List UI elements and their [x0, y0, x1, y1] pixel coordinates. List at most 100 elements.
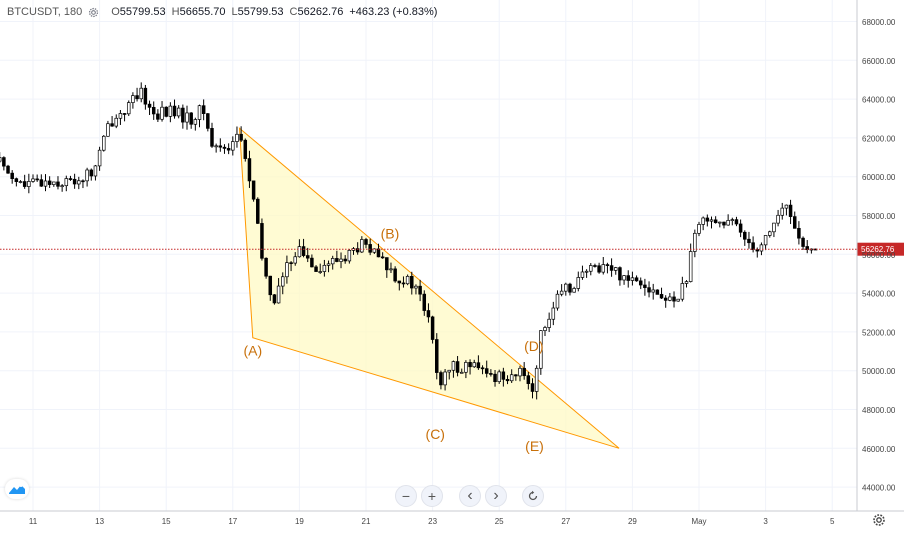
scroll-right-button[interactable]: › [485, 485, 507, 507]
wave-label: (E) [525, 438, 544, 454]
open-value: 55799.53 [119, 6, 166, 18]
reset-icon [528, 490, 538, 501]
candle-body [559, 290, 564, 295]
close-value: 56262.76 [297, 6, 344, 18]
wave-label: (D) [524, 338, 543, 354]
candle-body [372, 248, 377, 253]
candle-body [709, 219, 714, 222]
candle-body [247, 158, 252, 182]
candle-body [747, 238, 751, 244]
candle-body [484, 368, 489, 374]
candle-body [52, 181, 56, 185]
x-tick-label: 21 [362, 517, 371, 526]
candle-body [206, 113, 210, 129]
candle-body [222, 146, 227, 149]
candle-body [251, 180, 256, 200]
candle-body [572, 288, 576, 293]
candle-body [439, 372, 443, 386]
candle-body [414, 285, 418, 289]
price-axis[interactable]: 44000.00 46000.00 48000.00 50000.00 52000.00… [856, 0, 896, 511]
candle-body [584, 270, 589, 273]
last-price-tag [857, 242, 904, 256]
candle-body [464, 362, 468, 373]
candle-body [726, 220, 730, 226]
zoom-out-icon: − [401, 488, 411, 504]
scroll-left-button[interactable]: ‹ [459, 485, 481, 507]
candle-body [35, 178, 39, 181]
candle-body [638, 280, 643, 286]
candle-body [151, 106, 156, 115]
candle-body [214, 145, 218, 148]
ohlc-legend: BTCUSDT, 180 O 55799.53 H 56655.70 L 557… [7, 3, 443, 21]
candle-body [297, 246, 302, 258]
candle-body [85, 169, 89, 182]
candle-body [164, 106, 168, 117]
candle-body [522, 367, 526, 377]
candle-body [443, 371, 447, 386]
candle-body [593, 265, 597, 267]
candle-body [647, 287, 651, 293]
y-tick-label: 46000.00 [862, 445, 896, 454]
grid-lines [0, 0, 857, 511]
candle-body [668, 296, 672, 301]
candle-body [272, 294, 277, 304]
candle-body [684, 281, 689, 284]
candle-body [643, 284, 647, 288]
candle-body [797, 227, 801, 239]
candle-body [405, 275, 410, 285]
candle-body [580, 271, 585, 278]
candle-body [189, 112, 193, 125]
gear-icon[interactable] [88, 7, 99, 18]
candle-body [364, 239, 368, 245]
settings-icon[interactable] [872, 513, 886, 527]
candle-body [497, 371, 501, 383]
candle-body [780, 207, 784, 216]
candle-body [601, 264, 606, 273]
high-value: 56655.70 [179, 6, 226, 18]
y-tick-label: 62000.00 [862, 134, 896, 143]
candle-body [576, 277, 581, 289]
candle-body [118, 113, 123, 119]
candle-body [114, 117, 118, 127]
zoom-out-button[interactable]: − [395, 485, 417, 507]
candle-body [514, 374, 518, 377]
candle-body [14, 178, 19, 182]
candle-body [18, 181, 23, 183]
candle-body [126, 102, 131, 115]
tradingview-logo-icon[interactable] [5, 479, 29, 499]
y-tick-label: 54000.00 [862, 290, 896, 299]
candle-body [301, 246, 306, 256]
y-tick-label: 64000.00 [862, 96, 896, 105]
reset-controls [522, 485, 544, 507]
open-key: O [111, 6, 120, 18]
candle-body [376, 248, 381, 258]
candle-body [360, 239, 364, 253]
candle-body [231, 141, 235, 151]
reset-chart-button[interactable] [522, 485, 544, 507]
symbol-interval[interactable]: BTCUSDT, 180 [7, 6, 83, 18]
time-axis[interactable]: 11 13 15 17 19 21 23 25 27 29 May 3 5 [0, 510, 904, 526]
candle-body [385, 257, 389, 271]
candle-body [451, 361, 456, 371]
candles [0, 82, 818, 400]
candle-body [47, 180, 52, 185]
last-price-label: 56262.76 [861, 245, 895, 254]
candle-body [60, 185, 64, 188]
zoom-in-icon: + [427, 488, 437, 504]
candle-body [738, 223, 743, 233]
candle-body [176, 107, 181, 117]
candle-body [701, 217, 705, 225]
zoom-in-button[interactable]: + [421, 485, 443, 507]
y-tick-label: 44000.00 [862, 484, 896, 493]
candle-body [335, 258, 339, 262]
candle-body [418, 285, 422, 295]
candle-body [197, 105, 202, 120]
candle-body [260, 223, 264, 259]
candle-body [330, 258, 335, 265]
last-price-line: 56262.76 [0, 242, 904, 256]
candle-body [81, 180, 85, 183]
candle-body [489, 373, 493, 375]
low-key: L [231, 6, 238, 18]
